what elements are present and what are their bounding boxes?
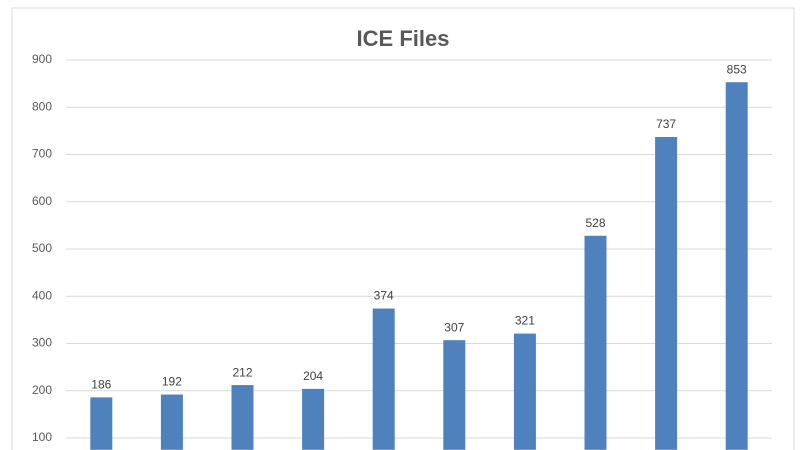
data-label: 321 bbox=[515, 314, 535, 328]
data-label: 853 bbox=[727, 62, 747, 76]
data-label: 528 bbox=[585, 216, 605, 230]
y-tick-label: 200 bbox=[32, 383, 52, 397]
bar bbox=[231, 385, 254, 450]
bar bbox=[302, 388, 325, 450]
data-label: 192 bbox=[162, 375, 182, 389]
bar bbox=[160, 394, 183, 450]
bar bbox=[372, 308, 395, 450]
data-label: 374 bbox=[374, 289, 394, 303]
bar bbox=[443, 340, 466, 450]
y-tick-label: 500 bbox=[32, 241, 52, 255]
y-tick-label: 600 bbox=[32, 194, 52, 208]
y-tick-label: 700 bbox=[32, 147, 52, 161]
data-label: 204 bbox=[303, 369, 323, 383]
data-label: 307 bbox=[444, 320, 464, 334]
chart-title: ICE Files bbox=[357, 26, 450, 51]
y-tick-label: 800 bbox=[32, 99, 52, 113]
bar bbox=[513, 333, 536, 450]
bar bbox=[725, 82, 748, 450]
y-tick-label: 900 bbox=[32, 52, 52, 66]
y-tick-label: 100 bbox=[32, 430, 52, 444]
data-label: 186 bbox=[91, 378, 111, 392]
y-tick-label: 300 bbox=[32, 336, 52, 350]
y-tick-label: 400 bbox=[32, 288, 52, 302]
bar bbox=[584, 235, 607, 450]
bar bbox=[90, 397, 113, 450]
bar bbox=[655, 137, 678, 450]
data-label: 737 bbox=[656, 117, 676, 131]
data-label: 212 bbox=[232, 365, 252, 379]
